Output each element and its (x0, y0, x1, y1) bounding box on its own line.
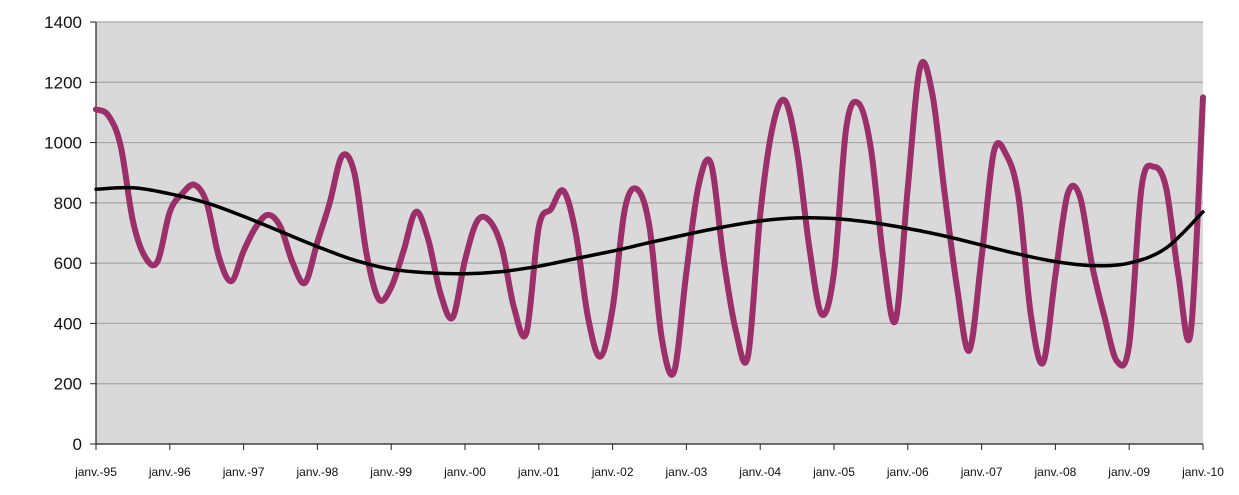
x-tick-label: janv.-95 (74, 465, 117, 479)
x-tick-label: janv.-05 (812, 465, 855, 479)
x-tick-label: janv.-03 (664, 465, 707, 479)
y-tick-label: 0 (73, 435, 82, 454)
x-tick-label: janv.-98 (295, 465, 338, 479)
series-line-black (94, 185, 1205, 276)
x-tick-label: janv.-10 (1181, 465, 1224, 479)
x-tick-label: janv.-08 (1033, 465, 1076, 479)
x-tick-label: janv.-07 (960, 465, 1003, 479)
x-tick-label: janv.-99 (369, 465, 412, 479)
series-lines (93, 58, 1206, 378)
x-tick-label: janv.-09 (1107, 465, 1150, 479)
x-axis-ticks: janv.-95 janv.-96 janv.-97 janv.-98 janv.-99… (74, 444, 1224, 479)
y-tick-label: 1000 (44, 134, 82, 153)
x-tick-label: janv.-02 (591, 465, 634, 479)
y-tick-label: 400 (54, 314, 82, 333)
gridlines (96, 21, 1203, 385)
x-tick-label: janv.-96 (148, 465, 191, 479)
x-tick-label: janv.-00 (443, 465, 486, 479)
series-line-purple (93, 58, 1206, 378)
y-tick-label: 200 (54, 375, 82, 394)
axes (95, 22, 1203, 445)
y-tick-label: 800 (54, 194, 82, 213)
y-axis-ticks: 0 200 400 600 800 1000 1200 1400 (44, 13, 96, 454)
x-tick-label: janv.-01 (517, 465, 560, 479)
y-tick-label: 1200 (44, 73, 82, 92)
x-tick-label: janv.-97 (222, 465, 265, 479)
x-tick-label: janv.-04 (738, 465, 781, 479)
y-tick-label: 600 (54, 254, 82, 273)
y-tick-label: 1400 (44, 13, 82, 32)
x-tick-label: janv.-06 (886, 465, 929, 479)
